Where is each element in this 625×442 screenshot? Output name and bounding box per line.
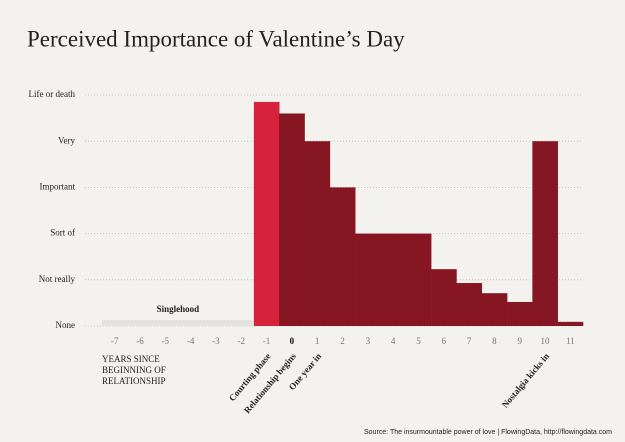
x-tick-label: 2 (340, 336, 345, 346)
bar (304, 141, 331, 326)
bar (253, 101, 280, 327)
bar (532, 141, 558, 326)
x-tick-label: 11 (566, 336, 575, 346)
x-tick-label: 10 (541, 336, 551, 346)
x-tick-label: 1 (315, 336, 320, 346)
x-tick-label: 6 (442, 336, 447, 346)
x-axis-label: BEGINNING OF (102, 365, 166, 375)
x-tick-label: -6 (136, 336, 144, 346)
bar (279, 113, 305, 326)
bar (405, 233, 432, 326)
bar (431, 269, 457, 326)
source: Source: The insurmountable power of love… (364, 429, 612, 436)
bar (557, 321, 584, 326)
bar (456, 283, 483, 326)
bar (203, 319, 229, 326)
bar (355, 233, 381, 326)
bar (177, 319, 204, 326)
y-tick-label: Sort of (50, 228, 75, 238)
x-axis-label: RELATIONSHIP (102, 376, 166, 386)
y-tick-label: Not really (39, 274, 76, 284)
bar (152, 319, 179, 326)
chart-title: Perceived Importance of Valentine’s Day (27, 26, 405, 51)
x-tick-label: 4 (391, 336, 396, 346)
bar (329, 187, 356, 326)
x-tick-label: -2 (237, 336, 245, 346)
x-tick-label: 9 (517, 336, 522, 346)
x-tick-label: 5 (416, 336, 421, 346)
x-tick-label: 7 (467, 336, 472, 346)
x-tick-label: -3 (212, 336, 220, 346)
region-label: Singlehood (157, 304, 200, 314)
x-tick-label: -7 (111, 336, 119, 346)
y-tick-label: None (56, 320, 76, 330)
y-tick-label: Important (40, 181, 76, 191)
x-tick-label: -1 (263, 336, 271, 346)
x-axis-label: YEARS SINCE (102, 354, 160, 364)
y-tick-label: Very (58, 135, 75, 145)
bar (228, 319, 255, 326)
bar (481, 293, 508, 326)
bar (127, 319, 153, 326)
x-tick-label: -4 (187, 336, 195, 346)
x-tick-label: -5 (162, 336, 170, 346)
x-tick-label: 0 (290, 336, 295, 346)
bar (507, 301, 533, 326)
x-tick-label: 3 (366, 336, 371, 346)
y-tick-label: Life or death (29, 89, 76, 99)
x-tick-label: 8 (492, 336, 497, 346)
bar (380, 233, 407, 326)
bar (102, 319, 128, 326)
